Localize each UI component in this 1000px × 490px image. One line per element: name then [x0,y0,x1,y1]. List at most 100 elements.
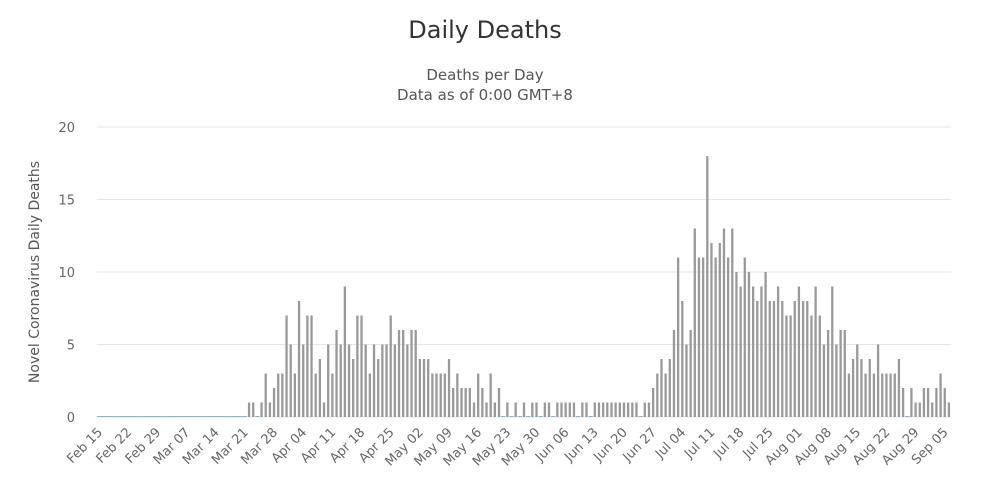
bar [564,402,567,417]
bar [572,402,576,417]
bar [931,402,934,417]
bar [535,402,538,417]
bar [806,301,809,417]
bar [192,416,197,417]
bar [289,344,292,417]
bar [706,156,709,417]
bar [652,388,655,417]
bar [372,344,376,417]
bar [435,373,438,417]
chart-subtitle: Deaths per Day Data as of 0:00 GMT+8 [0,65,970,105]
bar [831,286,834,417]
x-tick-label: Jul 18 [710,425,747,462]
bar [397,330,401,417]
bar [447,359,451,417]
bar [335,330,338,417]
bar [543,402,546,417]
bar [293,373,297,417]
bar [789,315,792,417]
bar [602,402,605,417]
bar [851,359,855,417]
bar [656,373,659,417]
bar [205,416,210,417]
bar [364,344,367,417]
bar [568,402,571,417]
bar [881,373,884,417]
bar [814,286,817,417]
bar [506,402,509,417]
y-axis-ticks: 0 5 10 15 20 [58,121,75,426]
bar [117,416,122,417]
bar [660,359,663,417]
bar [672,330,676,417]
bar [818,315,821,417]
bar [910,388,913,417]
bar [285,315,288,417]
bar [196,416,202,417]
bar [368,373,372,417]
bar [889,373,892,417]
bar [406,344,409,417]
bar [731,228,734,417]
bar [835,344,838,417]
chart-title: Daily Deaths [408,16,562,44]
bar [477,373,480,417]
bar [339,344,342,417]
bar [393,344,396,417]
bar [885,373,888,417]
bar [159,416,164,417]
bar [151,416,156,417]
bar [142,416,147,417]
bar [843,330,846,417]
bar [839,330,842,417]
bar [422,359,426,417]
bar [701,257,705,417]
bar [402,330,405,417]
bar [493,402,496,417]
bar [410,330,413,417]
bar [860,359,863,417]
bar [627,402,630,417]
bar [822,344,826,417]
bar [560,402,563,417]
bar [272,388,276,417]
bar [693,228,696,417]
bar [414,330,417,417]
bar [297,301,301,417]
bar [209,416,214,417]
bar [327,344,330,417]
bar [264,373,267,417]
bar [180,416,185,417]
bar [247,402,251,417]
bar [576,416,581,417]
bar [439,373,442,417]
bar [167,416,172,417]
y-tick-label: 20 [58,121,75,136]
bar [109,416,114,417]
bar [468,388,471,417]
bar [593,402,596,417]
bar [443,373,446,417]
bar [893,373,896,417]
bar [360,315,363,417]
bar [509,416,514,417]
y-axis-label: Novel Coronavirus Daily Deaths [27,161,43,383]
bar [481,388,484,417]
bar [188,416,193,417]
bar [485,402,488,417]
bar [897,359,901,417]
bar [385,344,388,417]
bar [793,301,796,417]
bar [460,388,463,417]
bar [764,272,767,417]
bar [685,344,688,417]
bar [722,228,726,417]
bar [581,402,584,417]
bar [914,402,917,417]
bar [751,286,755,417]
bar [105,416,110,417]
bar [497,388,501,417]
bar [322,402,326,417]
